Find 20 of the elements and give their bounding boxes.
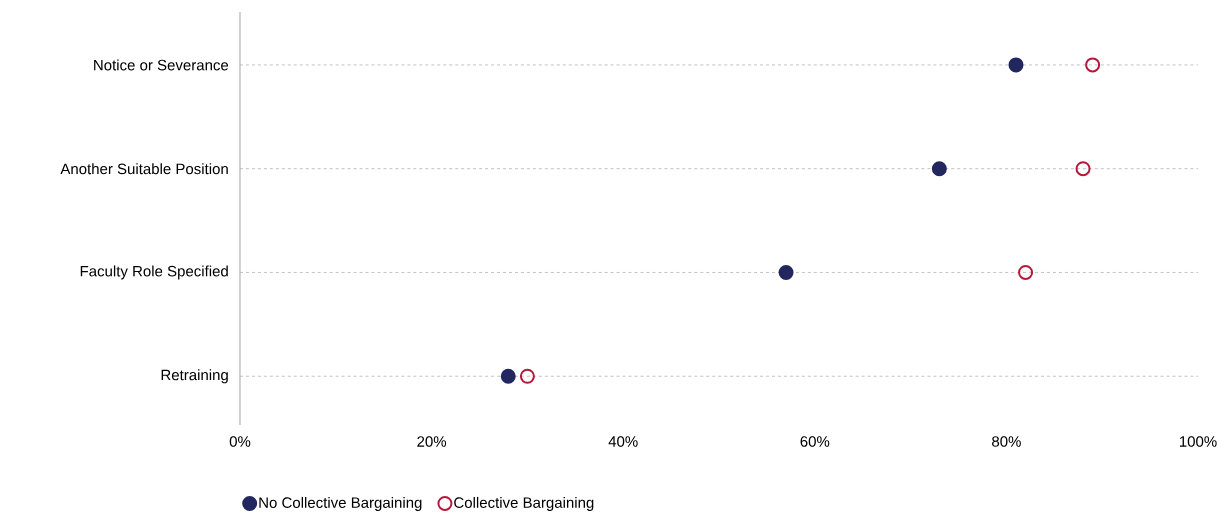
y-tick-label: Another Suitable Position xyxy=(60,163,228,175)
x-tick-label: 60% xyxy=(800,436,830,447)
x-tick-label: 20% xyxy=(417,436,447,447)
point xyxy=(1075,161,1091,177)
point xyxy=(931,161,947,177)
y-tick-label: Faculty Role Specified xyxy=(80,265,228,280)
y-tick-label: Retraining xyxy=(161,369,228,384)
point xyxy=(778,264,794,280)
legend-label: Collective Bargaining xyxy=(454,496,594,511)
x-tick-label: 40% xyxy=(608,436,638,447)
point xyxy=(500,368,516,384)
y-tick-label: Notice or Severance xyxy=(94,59,229,71)
point xyxy=(1018,264,1034,280)
x-tick-label: 0% xyxy=(229,436,251,447)
point xyxy=(1085,57,1101,73)
legend-label: No Collective Bargaining xyxy=(259,496,422,511)
x-tick-label: 80% xyxy=(992,436,1021,447)
x-tick-label: 100% xyxy=(1179,436,1217,447)
point xyxy=(519,368,535,384)
point xyxy=(1008,57,1024,73)
